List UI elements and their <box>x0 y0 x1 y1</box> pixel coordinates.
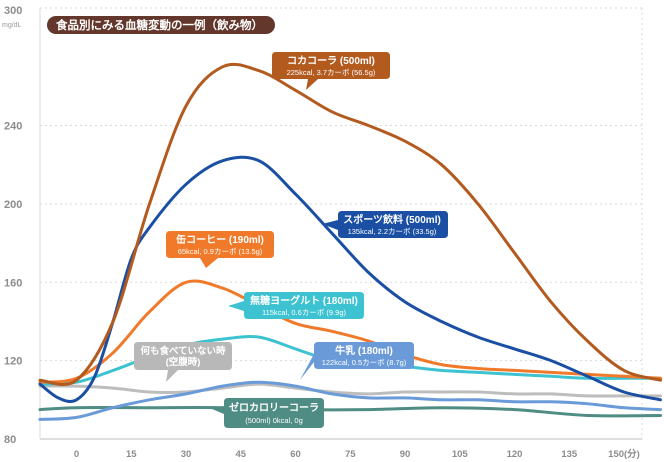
x-tick-label: 60 <box>290 449 301 460</box>
legend-name-line1: 何も食べていない時 <box>140 345 226 357</box>
legend-name: 無糖ヨーグルト (180ml) <box>250 294 358 307</box>
x-tick-label: 135 <box>561 449 578 460</box>
legend-label-yogurt: 無糖ヨーグルト (180ml) 115kcal, 0.6カーボ (9.9g) <box>228 292 364 319</box>
x-tick-label: 0 <box>74 449 79 460</box>
x-tick-label: 120 <box>507 449 523 460</box>
x-tick-label: 45 <box>235 449 246 460</box>
legend-name: スポーツ飲料 (500ml) <box>343 213 441 226</box>
series-line-fasting <box>38 382 662 398</box>
legend-label-fasting: 何も食べていない時 (空腹時) <box>134 342 232 382</box>
x-tick-label: 90 <box>400 449 411 460</box>
chart-title-badge: 食品別にみる血糖変動の一例（飲み物） <box>47 16 275 34</box>
legend-label-zero-cola: ゼロカロリーコーラ (500ml) 0kcal, 0g <box>212 398 324 428</box>
legend-detail: 115kcal, 0.6カーボ (9.9g) <box>262 308 347 317</box>
x-axis: 0 15 30 45 60 75 90 105 120 135 150(分) <box>74 448 640 460</box>
legend-label-cola: コカコーラ (500ml) 225kcal, 3.7カーボ (56.5g) <box>272 52 390 90</box>
x-tick-label: 75 <box>345 449 356 460</box>
legend-label-sports-drink: スポーツ飲料 (500ml) 135kcal, 2.2カーボ (33.5g) <box>322 211 448 238</box>
legend-label-milk: 牛乳 (180ml) 122kcal, 0.5カーボ (8.7g) <box>300 342 414 380</box>
series-line-canned-coffee <box>38 279 662 384</box>
legend-detail: (500ml) 0kcal, 0g <box>245 416 303 425</box>
legend-name: ゼロカロリーコーラ <box>229 401 319 414</box>
legend-detail: 122kcal, 0.5カーボ (8.7g) <box>322 358 407 367</box>
legend-detail: 135kcal, 2.2カーボ (33.5g) <box>348 227 437 236</box>
legend-label-canned-coffee: 缶コーヒー (190ml) 65kcal, 0.9カーボ (13.5g) <box>166 231 274 268</box>
y-tick-label: 120 <box>4 356 22 368</box>
y-tick-label: 160 <box>4 277 22 289</box>
x-tick-label: 150(分) <box>608 448 640 460</box>
legend-name-line2: (空腹時) <box>166 356 201 368</box>
legend-name: コカコーラ (500ml) <box>287 55 375 67</box>
series-line-milk <box>38 380 662 421</box>
series-line-sports-drink <box>38 155 662 403</box>
y-axis: 80 120 160 200 240 300 <box>4 5 22 446</box>
legend-detail: 225kcal, 3.7カーボ (56.5g) <box>287 68 376 77</box>
legend-name: 牛乳 (180ml) <box>335 344 393 357</box>
series-line-cola <box>38 62 662 387</box>
y-axis-label: mg/dL <box>2 22 22 29</box>
legend-detail: 65kcal, 0.9カーボ (13.5g) <box>178 247 263 256</box>
x-tick-label: 105 <box>452 449 469 460</box>
y-tick-label: 200 <box>4 199 22 211</box>
y-tick-label: 240 <box>4 121 22 133</box>
legend-name: 缶コーヒー (190ml) <box>176 233 264 246</box>
x-tick-label: 30 <box>181 449 192 460</box>
chart-title: 食品別にみる血糖変動の一例（飲み物） <box>56 18 263 32</box>
y-tick-label: 80 <box>4 434 16 446</box>
y-tick-label: 300 <box>4 5 22 17</box>
x-tick-label: 15 <box>126 449 137 460</box>
